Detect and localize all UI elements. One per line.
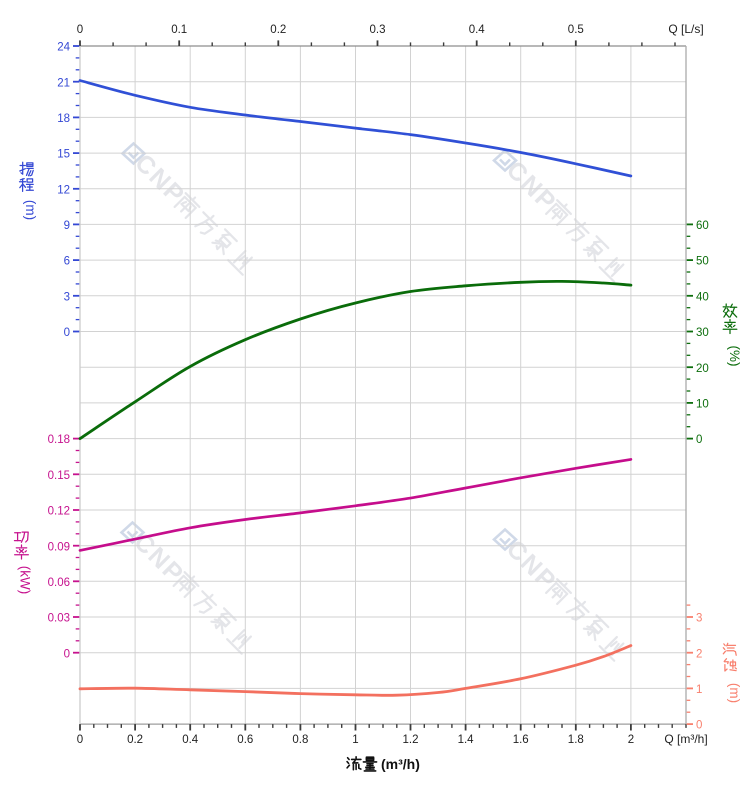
svg-text:0: 0 (77, 734, 83, 746)
svg-text:0.4: 0.4 (469, 24, 486, 36)
svg-text:0: 0 (696, 720, 702, 732)
svg-text:0.8: 0.8 (292, 734, 308, 746)
svg-text:10: 10 (696, 399, 709, 411)
svg-text:0.03: 0.03 (48, 613, 70, 625)
svg-text:0.09: 0.09 (48, 541, 70, 553)
svg-text:Q [m³/h]: Q [m³/h] (664, 732, 707, 746)
svg-text:3: 3 (696, 613, 702, 625)
svg-text:1: 1 (696, 684, 702, 696)
svg-text:3: 3 (64, 291, 70, 303)
svg-text:Q [L/s]: Q [L/s] (668, 22, 703, 36)
svg-text:21: 21 (57, 77, 70, 89)
svg-text:0: 0 (77, 24, 83, 36)
svg-text:9: 9 (64, 220, 70, 232)
svg-text:0.2: 0.2 (270, 24, 286, 36)
svg-text:0.06: 0.06 (48, 577, 70, 589)
svg-text:40: 40 (696, 291, 709, 303)
svg-text:(m): (m) (23, 200, 38, 220)
svg-text:6: 6 (64, 256, 70, 268)
svg-text:2: 2 (628, 734, 634, 746)
svg-text:18: 18 (57, 113, 70, 125)
svg-text:12: 12 (57, 184, 70, 196)
svg-text:60: 60 (696, 220, 709, 232)
svg-text:0.6: 0.6 (237, 734, 253, 746)
svg-text:0.5: 0.5 (568, 24, 584, 36)
svg-text:0: 0 (64, 648, 70, 660)
svg-text:2: 2 (696, 648, 702, 660)
svg-text:0.4: 0.4 (182, 734, 199, 746)
svg-text:0.1: 0.1 (171, 24, 187, 36)
svg-text:1.8: 1.8 (568, 734, 584, 746)
svg-text:0.18: 0.18 (48, 434, 70, 446)
svg-text:(m): (m) (727, 683, 742, 703)
svg-text:0.15: 0.15 (48, 470, 70, 482)
svg-text:50: 50 (696, 256, 709, 268)
svg-text:0: 0 (696, 434, 702, 446)
svg-text:(kW): (kW) (18, 566, 33, 594)
svg-text:1.2: 1.2 (403, 734, 419, 746)
svg-text:20: 20 (696, 363, 709, 375)
svg-text:24: 24 (57, 42, 70, 54)
svg-text:0.12: 0.12 (48, 506, 70, 518)
svg-text:15: 15 (57, 149, 70, 161)
svg-text:0.3: 0.3 (370, 24, 386, 36)
svg-text:0: 0 (64, 327, 70, 339)
svg-text:(m³/h): (m³/h) (381, 756, 420, 772)
svg-text:1.6: 1.6 (513, 734, 529, 746)
svg-text:(%): (%) (727, 346, 742, 367)
svg-text:30: 30 (696, 327, 709, 339)
svg-text:0.2: 0.2 (127, 734, 143, 746)
svg-text:1: 1 (352, 734, 358, 746)
svg-text:1.4: 1.4 (458, 734, 475, 746)
